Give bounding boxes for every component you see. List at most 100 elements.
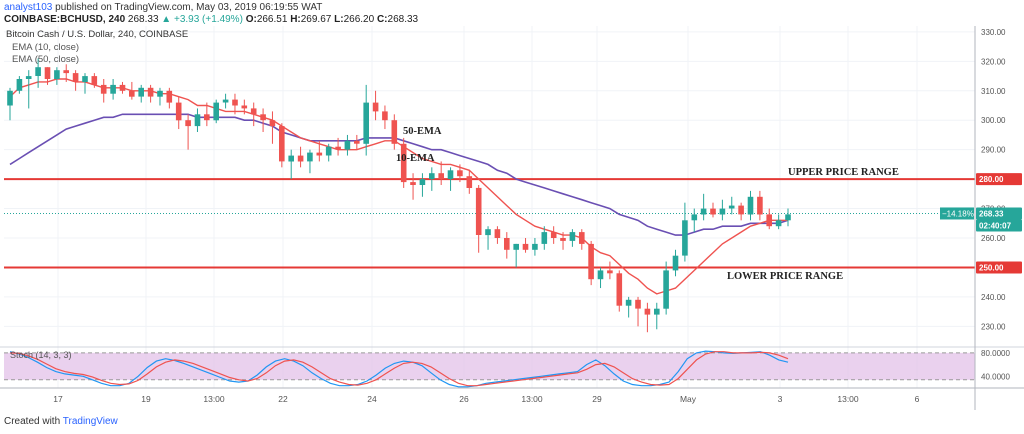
badge-price: 268.33 [979, 209, 1004, 218]
candle-body [625, 299, 632, 306]
badge-price-bg [976, 207, 1022, 220]
candle-body [325, 146, 332, 156]
candle-body [757, 196, 763, 215]
annotations: 50-EMA 10-EMA UPPER PRICE RANGE LOWER PR… [396, 126, 899, 282]
price-tick-label: 240.00 [981, 293, 1006, 302]
candle-body [391, 120, 398, 144]
candle-body [232, 99, 238, 106]
candle-body [241, 105, 248, 109]
candle-body [429, 173, 435, 180]
candle-body [541, 232, 548, 244]
annotation-upper-range: UPPER PRICE RANGE [788, 167, 899, 178]
stochastic-pane [0, 346, 1024, 388]
candle-body [785, 214, 791, 221]
candle-body [494, 229, 501, 238]
candle-body [400, 143, 407, 183]
annotation-lower-range: LOWER PRICE RANGE [727, 271, 843, 282]
time-tick-label: 17 [53, 394, 63, 404]
candle-body [719, 208, 726, 215]
low-value: 266.20 [343, 14, 375, 25]
time-tick-label: May [680, 394, 697, 404]
candle-body [110, 84, 116, 94]
price-tick-label: 310.00 [981, 87, 1006, 96]
candle-body [775, 220, 782, 227]
candle-body [457, 170, 463, 177]
candle-body [250, 108, 257, 115]
legend-ema10: EMA (10, close) [12, 42, 79, 53]
candle-body [82, 76, 88, 82]
time-tick-label: 3 [778, 394, 783, 404]
candle-body [588, 243, 594, 280]
candle-body [466, 176, 473, 188]
candle-body [672, 255, 679, 271]
candle-body [307, 152, 313, 162]
candle-body [175, 102, 182, 121]
candle-body [644, 308, 651, 315]
candle-body [560, 238, 566, 241]
candle-body [419, 179, 426, 185]
publisher-name[interactable]: analyst103 [4, 2, 53, 13]
badge-pct-bg [940, 207, 974, 220]
publish-info: analyst103 published on TradingView.com,… [4, 2, 322, 13]
legend-title: Bitcoin Cash / U.S. Dollar, 240, COINBAS… [6, 29, 188, 40]
candle-body [728, 205, 735, 209]
time-tick-label: 24 [367, 394, 377, 404]
candle-body [363, 102, 369, 144]
candle-body [532, 243, 538, 250]
candle-body [607, 270, 613, 274]
candle-body [147, 87, 154, 97]
candle-body [166, 90, 173, 103]
time-tick-label: 19 [141, 394, 151, 404]
last-price: 268.33 [127, 14, 159, 25]
badge-250-bg [976, 261, 1022, 274]
stoch-tick-label: 40.0000 [981, 372, 1010, 381]
candle-body [222, 99, 229, 103]
candle-body [269, 120, 276, 127]
badge-250: 250.00 [979, 263, 1004, 272]
candle-body [447, 170, 454, 180]
candle-body [44, 67, 51, 79]
candle-body [372, 102, 379, 112]
candle-body [475, 187, 482, 235]
candle-body [504, 238, 510, 250]
candle-body [279, 126, 285, 162]
tradingview-logo[interactable]: TradingView [62, 416, 118, 427]
candle-body [119, 84, 126, 91]
candle-body [635, 299, 641, 309]
symbol-label: COINBASE:BCHUSD, 240 [4, 14, 126, 25]
candle-body [522, 243, 529, 250]
chart-canvas[interactable]: 330.00320.00310.00300.00290.00280.00270.… [0, 26, 1024, 410]
price-tick-label: 330.00 [981, 28, 1006, 37]
close-value: 268.33 [387, 14, 419, 25]
open-value: 266.51 [256, 14, 288, 25]
price-tick-label: 260.00 [981, 234, 1006, 243]
price-levels [4, 178, 975, 269]
candle-body [550, 232, 557, 238]
badge-countdown: 02:40:07 [979, 221, 1012, 230]
header-bar: analyst103 published on TradingView.com,… [0, 0, 1024, 26]
candle-body [288, 155, 294, 162]
candle-body [35, 67, 41, 76]
candle-body [654, 308, 660, 315]
badge-280-bg [976, 173, 1022, 186]
candle-body [7, 90, 13, 106]
badge-pct: −14.18% [942, 209, 974, 218]
candle-body [316, 152, 323, 156]
legend-ema50: EMA (50, close) [12, 54, 79, 65]
time-tick-label: 13:00 [203, 394, 225, 404]
time-tick-label: 13:00 [837, 394, 859, 404]
candle-body [710, 208, 716, 215]
candle-body [335, 146, 341, 150]
legend: Bitcoin Cash / U.S. Dollar, 240, COINBAS… [6, 29, 188, 65]
candle-body [691, 214, 698, 221]
annotation-10-ema: 10-EMA [396, 153, 435, 164]
stoch-tick-label: 80.0000 [981, 349, 1010, 358]
candle-body [616, 273, 623, 306]
candle-body [25, 76, 32, 79]
candle-body [344, 140, 351, 150]
stoch-band [4, 352, 975, 380]
candle-body [410, 182, 416, 185]
candle-body [766, 214, 772, 227]
candle-body [260, 114, 266, 121]
high-value: 269.67 [300, 14, 332, 25]
